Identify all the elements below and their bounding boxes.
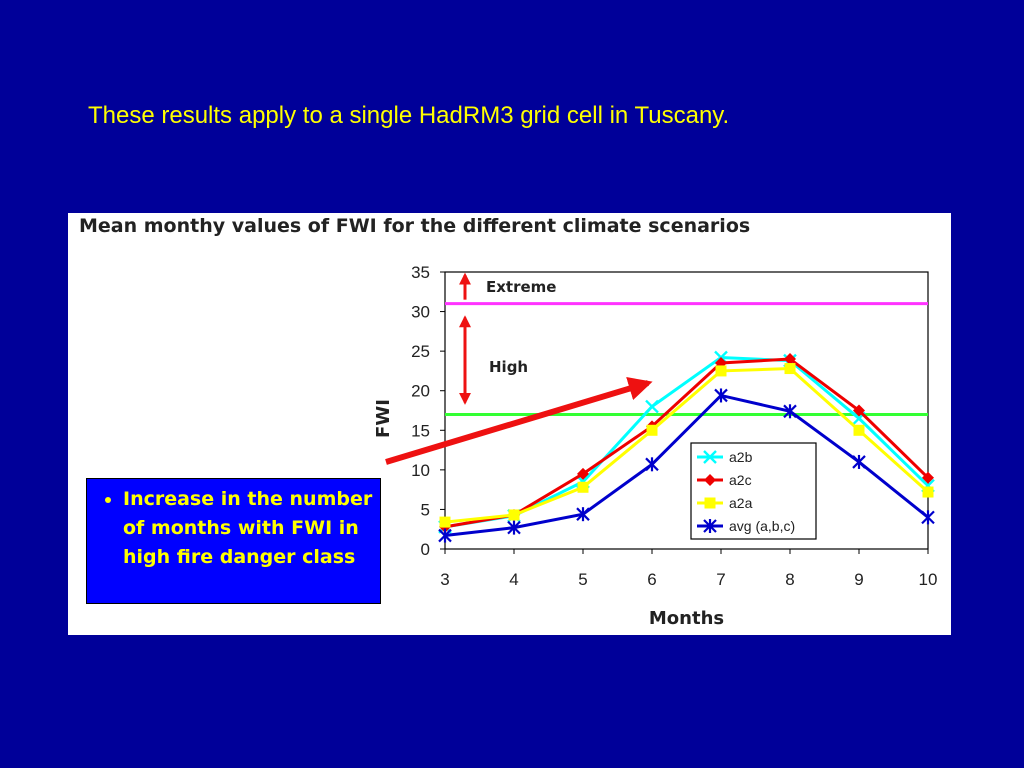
data-point-a2a (784, 363, 796, 375)
legend-label-a2b: a2b (729, 449, 753, 465)
series-line-avg-a-b-c (444, 393, 929, 538)
callout-bullet: Increase in the number of months with FW… (123, 485, 374, 572)
data-point-a2a (922, 486, 934, 498)
data-point-a2a (439, 516, 451, 528)
y-tick-label: 25 (411, 342, 430, 361)
series-line-a2c (444, 357, 930, 529)
data-point-a2b (645, 399, 659, 414)
data-point-a2a (853, 424, 865, 436)
x-tick-label: 4 (509, 570, 518, 589)
x-tick-label: 9 (854, 570, 863, 589)
legend-label-avg-a-b-c: avg (a,b,c) (729, 518, 795, 534)
data-point-a2c (577, 467, 589, 480)
chart-title: Mean monthy values of FWI for the differ… (79, 215, 751, 237)
x-tick-label: 6 (647, 570, 656, 589)
callout-arrow (385, 377, 653, 465)
data-point-avg-a-b-c (714, 388, 728, 403)
data-point-a2c (922, 471, 934, 484)
x-axis-title: Months (649, 608, 724, 629)
data-point-avg-a-b-c (507, 520, 521, 535)
high-label: High (489, 358, 528, 376)
data-point-avg-a-b-c (852, 454, 866, 469)
data-point-a2a (577, 481, 589, 493)
legend-label-a2c: a2c (729, 472, 752, 488)
x-tick-label: 7 (716, 570, 725, 589)
legend-marker-a2c (704, 474, 716, 486)
legend-marker-avg-a-b-c (703, 519, 717, 533)
y-tick-label: 30 (411, 303, 430, 322)
y-tick-label: 5 (421, 500, 430, 519)
data-point-avg-a-b-c (645, 457, 659, 472)
y-tick-label: 15 (411, 421, 430, 440)
y-axis-title: FWI (373, 399, 394, 438)
series-line-a2a (444, 367, 930, 524)
data-point-a2c (853, 404, 865, 417)
data-point-avg-a-b-c (576, 507, 590, 522)
x-tick-label: 3 (440, 570, 449, 589)
extreme-label: Extreme (486, 278, 556, 296)
y-tick-label: 35 (411, 263, 430, 282)
data-point-avg-a-b-c (783, 404, 797, 419)
x-tick-label: 8 (785, 570, 794, 589)
slide-subtitle: These results apply to a single HadRM3 g… (88, 102, 730, 129)
legend-label-a2a: a2a (729, 495, 753, 511)
legend-marker-a2a (704, 497, 716, 509)
y-tick-label: 10 (411, 461, 430, 480)
data-point-avg-a-b-c (921, 510, 935, 525)
callout-box: Increase in the number of months with FW… (86, 478, 381, 604)
data-point-a2a (646, 424, 658, 436)
data-point-avg-a-b-c (438, 528, 452, 543)
x-tick-label: 5 (578, 570, 587, 589)
legend-marker-a2b (703, 450, 717, 464)
x-tick-label: 10 (919, 570, 938, 589)
y-tick-label: 20 (411, 382, 430, 401)
data-point-a2c (784, 353, 796, 366)
data-point-a2a (715, 365, 727, 377)
data-point-a2a (508, 509, 520, 521)
y-tick-label: 0 (421, 540, 430, 559)
